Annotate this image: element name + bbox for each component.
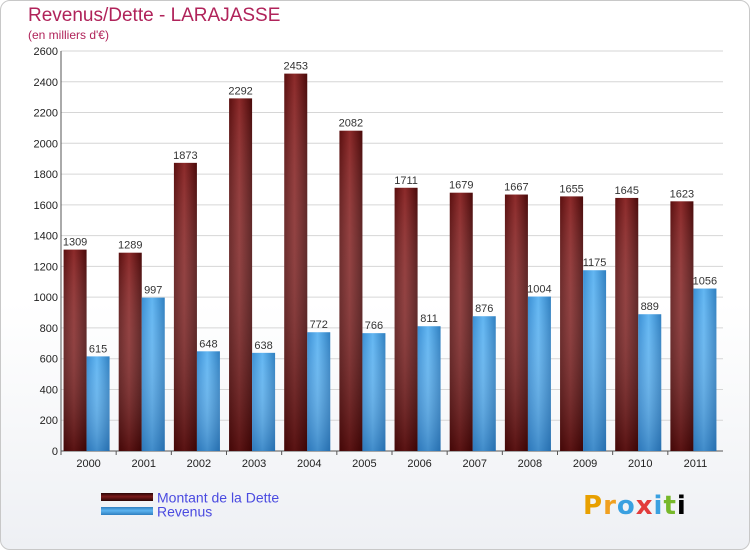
data-label: 1309 xyxy=(63,237,87,249)
y-tick-label: 800 xyxy=(40,323,58,335)
x-tick-label: 2000 xyxy=(76,458,100,470)
bar-debt-shade xyxy=(229,98,253,451)
data-label: 1667 xyxy=(504,182,528,194)
legend-swatch-revenue xyxy=(101,507,153,516)
legend-item-debt: Montant de la Dette xyxy=(101,488,280,506)
bar-revenue-shade xyxy=(196,351,220,451)
x-tick-label: 2006 xyxy=(407,458,431,470)
bar-debt-shade xyxy=(173,162,197,451)
bar-revenue-shade xyxy=(362,333,386,451)
bar-revenue-shade xyxy=(141,297,165,451)
legend-item-revenue: Revenus xyxy=(101,502,213,520)
y-tick-label: 1200 xyxy=(34,261,58,273)
data-label: 615 xyxy=(89,343,107,355)
x-tick-label: 2004 xyxy=(297,458,321,470)
logo-letter: x xyxy=(635,491,654,521)
legend-swatch-debt xyxy=(101,493,153,502)
logo-letter: i xyxy=(653,491,664,521)
bar-revenue-shade xyxy=(417,326,441,451)
data-label: 766 xyxy=(365,320,383,332)
bar-revenue-shade xyxy=(527,296,551,451)
bar-revenue-shade xyxy=(638,314,662,451)
data-label: 811 xyxy=(420,313,438,325)
y-tick-label: 2400 xyxy=(34,77,58,89)
bar-debt-shade xyxy=(449,192,473,451)
chart-subtitle: (en milliers d'€) xyxy=(28,28,109,42)
data-label: 1645 xyxy=(615,185,639,197)
bar-revenue-shade xyxy=(252,352,276,451)
data-label: 2082 xyxy=(339,118,363,130)
y-tick-label: 600 xyxy=(40,354,58,366)
bar-debt-shade xyxy=(63,249,87,451)
data-label: 638 xyxy=(254,340,272,352)
data-label: 1873 xyxy=(173,150,197,162)
data-label: 1289 xyxy=(118,240,142,252)
logo-letter: i xyxy=(676,491,687,521)
bar-debt-shade xyxy=(615,197,639,451)
bar-revenue-shade xyxy=(693,288,717,451)
logo-letter: r xyxy=(603,491,617,521)
bar-revenue-shade xyxy=(472,316,496,451)
data-label: 648 xyxy=(199,338,217,350)
x-tick-label: 2008 xyxy=(518,458,542,470)
x-tick-label: 2002 xyxy=(187,458,211,470)
y-tick-label: 1000 xyxy=(34,292,58,304)
bar-debt-shade xyxy=(560,196,584,451)
bar-debt-shade xyxy=(504,194,528,452)
x-tick-label: 2010 xyxy=(628,458,652,470)
bar-debt-shade xyxy=(284,73,308,451)
x-tick-label: 2007 xyxy=(463,458,487,470)
x-tick-label: 2009 xyxy=(573,458,597,470)
data-label: 1655 xyxy=(559,183,583,195)
legend-label-revenue: Revenus xyxy=(157,503,213,520)
chart-title: Revenus/Dette - LARAJASSE xyxy=(28,5,281,26)
bar-revenue-shade xyxy=(307,332,331,451)
y-tick-label: 1400 xyxy=(34,231,58,243)
data-label: 997 xyxy=(144,285,162,297)
y-tick-label: 2000 xyxy=(34,138,58,150)
legend-label-debt: Montant de la Dette xyxy=(157,489,280,506)
x-tick-label: 2011 xyxy=(684,458,708,470)
data-label: 2292 xyxy=(228,85,252,97)
logo-letter: t xyxy=(663,491,677,521)
y-tick-label: 2600 xyxy=(34,46,58,58)
proxiti-logo: Proxiti xyxy=(583,491,687,521)
data-label: 1623 xyxy=(670,188,694,200)
bar-debt-shade xyxy=(339,130,363,451)
data-label: 889 xyxy=(641,301,659,313)
y-tick-label: 400 xyxy=(40,384,58,396)
logo-letter: o xyxy=(616,491,636,521)
bar-revenue-shade xyxy=(86,356,110,451)
data-label: 1711 xyxy=(394,175,418,187)
y-tick-label: 2200 xyxy=(34,108,58,120)
data-label: 876 xyxy=(475,303,493,315)
data-label: 1004 xyxy=(527,284,551,296)
y-tick-label: 200 xyxy=(40,415,58,427)
bar-debt-shade xyxy=(118,252,142,451)
y-tick-label: 0 xyxy=(52,446,58,458)
data-label: 2453 xyxy=(284,61,308,73)
bar-revenue-shade xyxy=(583,270,607,451)
data-label: 1056 xyxy=(693,276,717,288)
x-tick-label: 2003 xyxy=(242,458,266,470)
data-label: 1175 xyxy=(583,257,607,269)
x-tick-label: 2001 xyxy=(132,458,156,470)
data-label: 1679 xyxy=(449,180,473,192)
bar-debt-shade xyxy=(670,201,694,451)
x-tick-label: 2005 xyxy=(352,458,376,470)
data-label: 772 xyxy=(310,319,328,331)
bar-debt-shade xyxy=(394,187,418,451)
y-tick-label: 1600 xyxy=(34,200,58,212)
logo-letter: P xyxy=(583,491,604,521)
y-tick-label: 1800 xyxy=(34,169,58,181)
